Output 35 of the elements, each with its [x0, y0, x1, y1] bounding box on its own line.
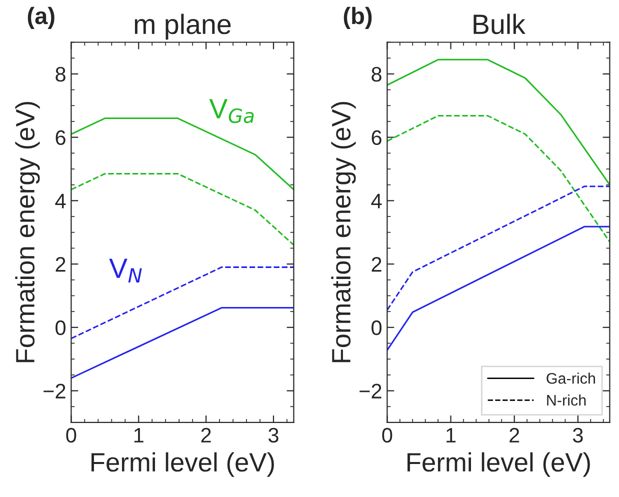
x-tick-label: 2 [201, 428, 211, 442]
x-tick-label: 0 [382, 428, 392, 443]
text: (b) [344, 6, 372, 29]
x-tick-label: 2 [510, 428, 520, 442]
y-tick-label: −2 [360, 384, 382, 398]
y-tick-label: 6 [56, 130, 66, 146]
x-axis-title: Fermi level (eV) [408, 452, 590, 477]
y-tick-label: 6 [372, 130, 382, 146]
y-tick-label: 2 [56, 257, 66, 272]
y-tick-label: 0 [56, 320, 66, 336]
line-series [71, 172, 294, 246]
chart-title: Bulk [474, 14, 526, 34]
series-label: V$_{Ga}$ [209, 99, 254, 124]
x-tick-label: 3 [268, 428, 278, 443]
chart-title: m plane [134, 14, 231, 40]
x-tick-label: 1 [134, 428, 144, 442]
y-axis-title: Formation energy (eV) [15, 102, 40, 362]
text: (a) [28, 6, 54, 29]
y-tick-label: 2 [372, 257, 382, 272]
x-axis-title: Fermi level (eV) [92, 452, 274, 477]
x-tick-label: 3 [572, 428, 583, 443]
y-tick-label: 8 [372, 66, 382, 82]
line-series [387, 58, 610, 186]
y-axis-title: Formation energy (eV) [331, 102, 356, 362]
y-tick-label: 0 [372, 320, 382, 336]
annotation: N-rich [547, 394, 586, 406]
x-tick-label: 0 [66, 428, 76, 443]
y-tick-label: 4 [55, 194, 66, 208]
y-tick-label: 8 [56, 66, 66, 82]
y-tick-label: 4 [371, 194, 382, 208]
line-series [387, 114, 610, 243]
text: V$_{N}$ [109, 258, 142, 282]
x-tick-label: 1 [446, 428, 456, 442]
annotation: Ga-rich [546, 372, 595, 384]
y-tick-label: −2 [44, 384, 66, 398]
